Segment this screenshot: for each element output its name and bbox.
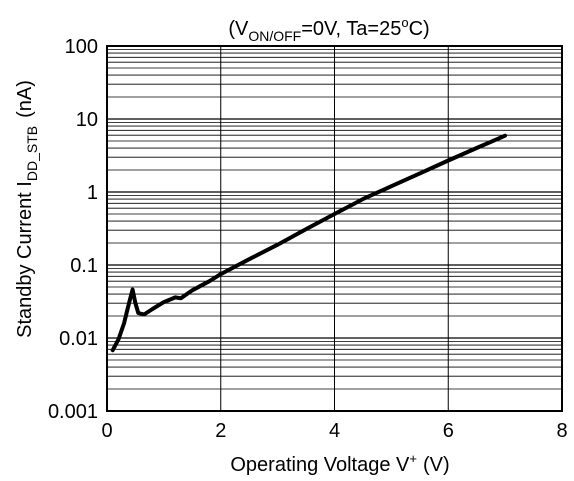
y-tick-label: 0.001 [48, 401, 98, 423]
y-tick-label: 100 [65, 36, 98, 58]
x-tick-label: 2 [215, 420, 226, 442]
x-axis-label: Operating Voltage V+ (V) [230, 451, 449, 476]
plot-frame [106, 45, 563, 412]
series-line [110, 133, 508, 353]
tick-labels: 0 2 4 6 8 0.001 0.01 0.1 1 10 100 [48, 36, 568, 442]
y-tick-label: 10 [76, 109, 98, 131]
chart-title: (VON/OFF=0V, Ta=25oC) [228, 15, 429, 44]
series-layer [110, 133, 508, 353]
x-tick-label: 4 [329, 420, 340, 442]
x-tick-label: 6 [443, 420, 454, 442]
x-tick-label: 8 [556, 420, 567, 442]
y-axis-label: Standby Current IDD_STB(nA) [14, 80, 40, 338]
y-tick-label: 0.01 [59, 328, 98, 350]
y-tick-label: 1 [87, 182, 98, 204]
x-tick-label: 0 [101, 420, 112, 442]
grid [106, 46, 563, 412]
y-tick-label: 0.1 [70, 255, 98, 277]
